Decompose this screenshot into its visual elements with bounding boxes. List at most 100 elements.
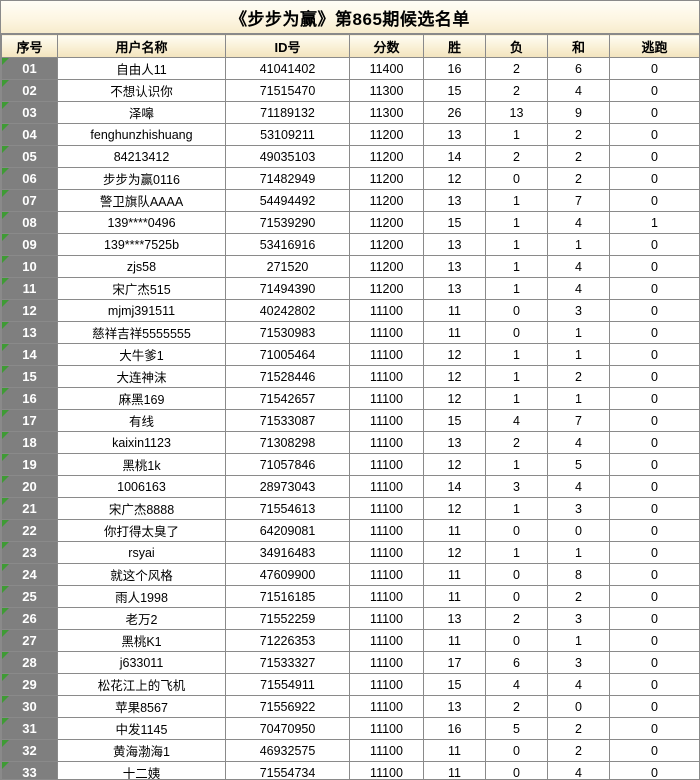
cell-seq: 05: [1, 145, 58, 168]
cell-wins: 15: [423, 673, 486, 696]
cell-losses: 4: [485, 673, 548, 696]
table-row: 18 kaixin1123 71308298 11100 13 2 4 0: [1, 431, 699, 454]
cell-id: 71482949: [225, 167, 350, 190]
cell-seq: 19: [1, 453, 58, 476]
cell-wins: 17: [423, 651, 486, 674]
cell-seq: 08: [1, 211, 58, 234]
cell-score: 11200: [349, 277, 424, 300]
cell-draws: 1: [547, 541, 610, 564]
cell-draws: 7: [547, 409, 610, 432]
table-row: 11 宋广杰515 71494390 11200 13 1 4 0: [1, 277, 699, 300]
cell-draws: 3: [547, 299, 610, 322]
cell-seq: 16: [1, 387, 58, 410]
title-bar: 《步步为赢》第865期候选名单: [1, 1, 699, 34]
cell-score: 11100: [349, 563, 424, 586]
cell-draws: 2: [547, 717, 610, 740]
cell-id: 71515470: [225, 79, 350, 102]
cell-score: 11300: [349, 79, 424, 102]
cell-losses: 1: [485, 343, 548, 366]
cell-seq: 15: [1, 365, 58, 388]
cell-username: 139****7525b: [57, 233, 226, 256]
cell-username: 有线: [57, 409, 226, 432]
cell-draws: 2: [547, 167, 610, 190]
cell-losses: 0: [485, 321, 548, 344]
cell-losses: 2: [485, 607, 548, 630]
cell-seq: 32: [1, 739, 58, 762]
cell-wins: 13: [423, 255, 486, 278]
cell-id: 71554613: [225, 497, 350, 520]
cell-escapes: 0: [609, 739, 699, 762]
table-row: 10 zjs58 271520 11200 13 1 4 0: [1, 255, 699, 278]
cell-score: 11100: [349, 497, 424, 520]
table-row: 01 自由人11 41041402 11400 16 2 6 0: [1, 57, 699, 80]
table-row: 21 宋广杰8888 71554613 11100 12 1 3 0: [1, 497, 699, 520]
cell-wins: 12: [423, 387, 486, 410]
cell-id: 40242802: [225, 299, 350, 322]
cell-escapes: 0: [609, 761, 699, 779]
table-row: 14 大牛爹1 71005464 11100 12 1 1 0: [1, 343, 699, 366]
cell-username: 就这个风格: [57, 563, 226, 586]
cell-draws: 4: [547, 277, 610, 300]
cell-username: 松花江上的飞机: [57, 673, 226, 696]
cell-wins: 12: [423, 365, 486, 388]
cell-seq: 30: [1, 695, 58, 718]
cell-escapes: 0: [609, 79, 699, 102]
cell-username: fenghunzhishuang: [57, 123, 226, 146]
table-row: 19 黑桃1k 71057846 11100 12 1 5 0: [1, 453, 699, 476]
cell-id: 71226353: [225, 629, 350, 652]
cell-draws: 2: [547, 365, 610, 388]
cell-wins: 13: [423, 123, 486, 146]
cell-id: 70470950: [225, 717, 350, 740]
cell-wins: 15: [423, 211, 486, 234]
cell-username: 139****0496: [57, 211, 226, 234]
cell-wins: 15: [423, 79, 486, 102]
cell-draws: 1: [547, 387, 610, 410]
cell-wins: 13: [423, 607, 486, 630]
cell-score: 11100: [349, 695, 424, 718]
cell-escapes: 0: [609, 519, 699, 542]
cell-id: 54494492: [225, 189, 350, 212]
table-row: 20 1006163 28973043 11100 14 3 4 0: [1, 475, 699, 498]
cell-draws: 1: [547, 321, 610, 344]
cell-seq: 21: [1, 497, 58, 520]
cell-id: 46932575: [225, 739, 350, 762]
cell-draws: 4: [547, 211, 610, 234]
cell-losses: 0: [485, 629, 548, 652]
cell-username: 警卫旗队AAAA: [57, 189, 226, 212]
cell-id: 271520: [225, 255, 350, 278]
cell-losses: 1: [485, 541, 548, 564]
cell-username: j633011: [57, 651, 226, 674]
table-row: 09 139****7525b 53416916 11200 13 1 1 0: [1, 233, 699, 256]
cell-draws: 3: [547, 497, 610, 520]
cell-score: 11100: [349, 453, 424, 476]
cell-seq: 27: [1, 629, 58, 652]
cell-draws: 4: [547, 79, 610, 102]
cell-username: mjmj391511: [57, 299, 226, 322]
cell-wins: 12: [423, 541, 486, 564]
cell-id: 71533087: [225, 409, 350, 432]
cell-draws: 2: [547, 145, 610, 168]
cell-draws: 4: [547, 673, 610, 696]
cell-seq: 02: [1, 79, 58, 102]
cell-id: 71516185: [225, 585, 350, 608]
cell-losses: 0: [485, 739, 548, 762]
cell-id: 71530983: [225, 321, 350, 344]
table-row: 26 老万2 71552259 11100 13 2 3 0: [1, 607, 699, 630]
cell-username: 黄海渤海1: [57, 739, 226, 762]
table-row: 28 j633011 71533327 11100 17 6 3 0: [1, 651, 699, 674]
cell-username: 泽嗥: [57, 101, 226, 124]
cell-score: 11100: [349, 475, 424, 498]
cell-username: 宋广杰8888: [57, 497, 226, 520]
column-header-wins: 胜: [423, 34, 486, 58]
cell-wins: 12: [423, 497, 486, 520]
cell-id: 53109211: [225, 123, 350, 146]
cell-wins: 11: [423, 739, 486, 762]
cell-id: 71308298: [225, 431, 350, 454]
cell-losses: 13: [485, 101, 548, 124]
cell-id: 71539290: [225, 211, 350, 234]
cell-id: 47609900: [225, 563, 350, 586]
table-row: 23 rsyai 34916483 11100 12 1 1 0: [1, 541, 699, 564]
cell-escapes: 0: [609, 717, 699, 740]
cell-seq: 29: [1, 673, 58, 696]
cell-draws: 5: [547, 453, 610, 476]
